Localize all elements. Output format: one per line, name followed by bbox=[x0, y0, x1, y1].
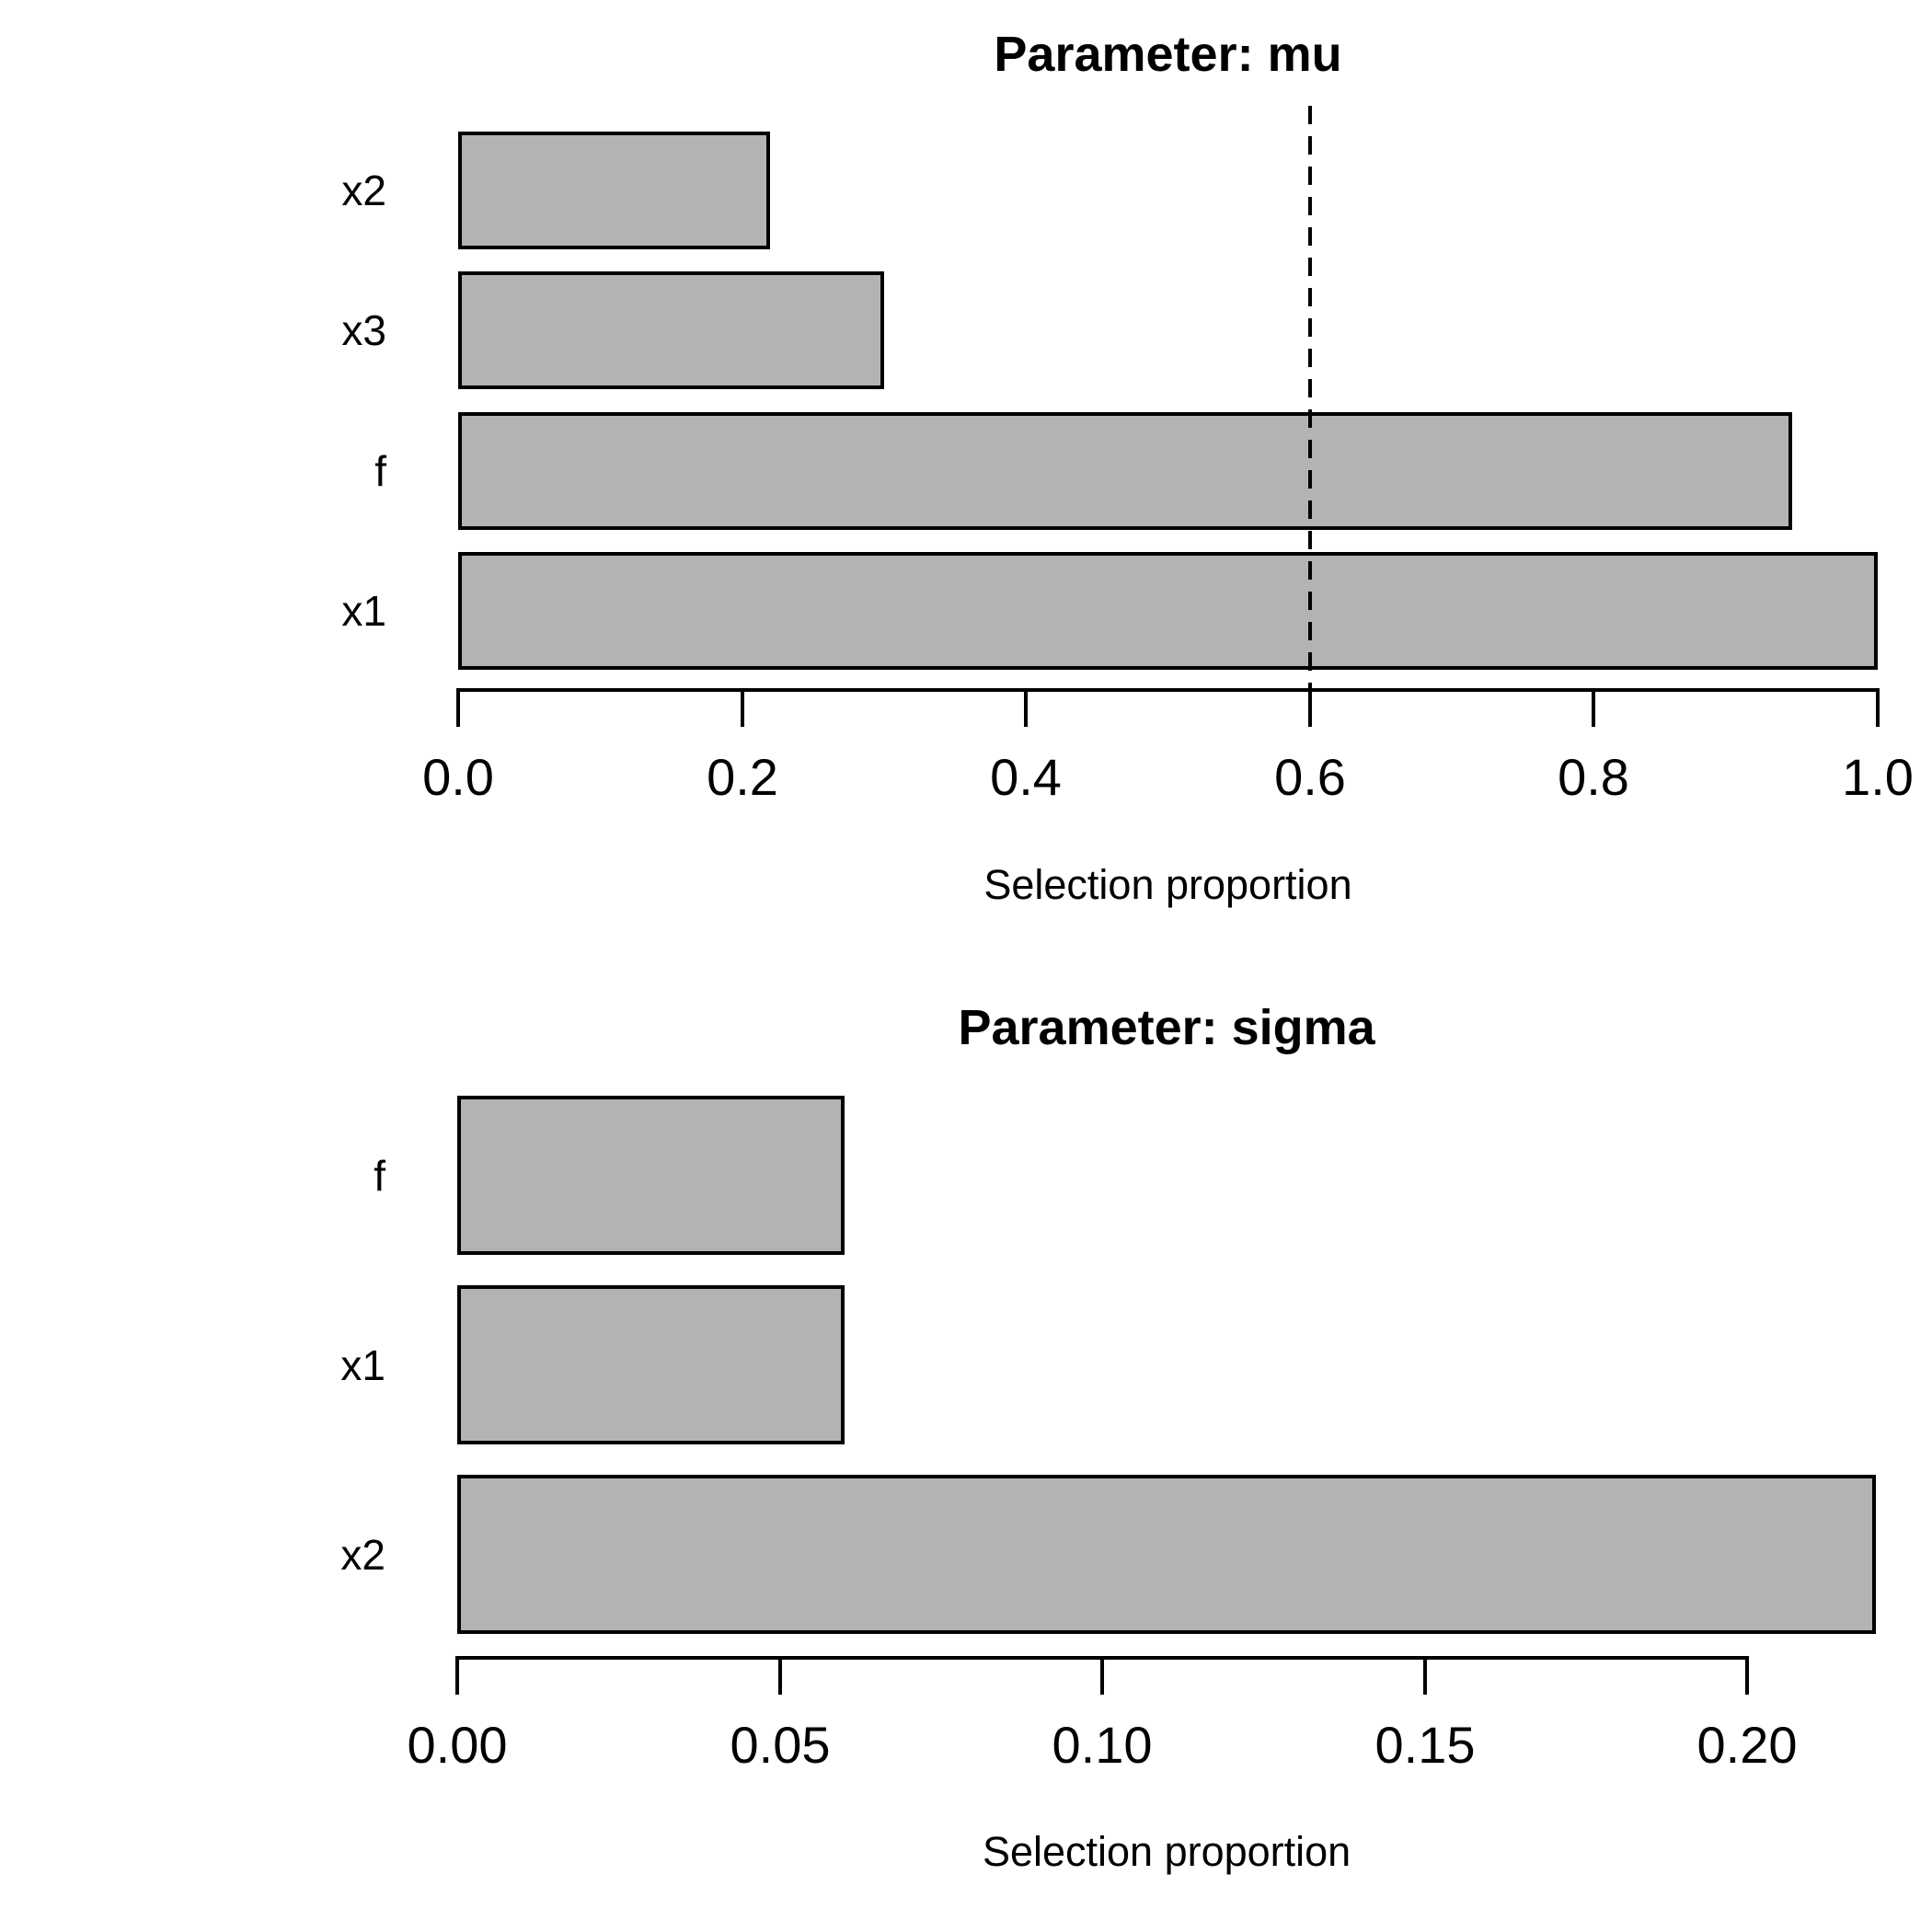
bar-label-x3: x3 bbox=[341, 306, 386, 354]
chart-title: Parameter: mu bbox=[994, 27, 1342, 82]
bar-x2 bbox=[458, 132, 770, 249]
x-axis-line bbox=[456, 688, 1880, 692]
bar-label-x1: x1 bbox=[340, 1340, 385, 1389]
bar-label-f: f bbox=[374, 1151, 385, 1200]
x-axis-tick-label: 0.0 bbox=[422, 748, 494, 806]
bar-x2 bbox=[457, 1475, 1876, 1634]
x-axis-tick bbox=[778, 1656, 782, 1695]
x-axis-tick bbox=[741, 688, 744, 727]
x-axis-tick-label: 0.2 bbox=[707, 748, 778, 806]
x-axis-tick bbox=[1592, 688, 1595, 727]
x-axis-tick bbox=[1100, 1656, 1104, 1695]
x-axis-tick bbox=[1423, 1656, 1427, 1695]
x-axis-tick bbox=[1024, 688, 1028, 727]
x-axis-tick-label: 0.6 bbox=[1274, 748, 1346, 806]
x-axis-title: Selection proportion bbox=[982, 1828, 1351, 1875]
x-axis-tick-label: 0.10 bbox=[1052, 1716, 1153, 1774]
x-axis-tick bbox=[455, 1656, 459, 1695]
bar-x1 bbox=[458, 552, 1878, 670]
x-axis-tick-label: 0.4 bbox=[990, 748, 1062, 806]
x-axis-title: Selection proportion bbox=[983, 861, 1352, 908]
x-axis-tick-label: 0.00 bbox=[407, 1716, 508, 1774]
x-axis-tick-label: 0.20 bbox=[1696, 1716, 1798, 1774]
bar-x3 bbox=[458, 271, 884, 389]
x-axis-tick bbox=[456, 688, 460, 727]
bar-label-x1: x1 bbox=[341, 587, 386, 635]
bar-f bbox=[457, 1096, 845, 1255]
x-axis-tick-label: 0.8 bbox=[1558, 748, 1629, 806]
reference-line-dashed bbox=[1308, 106, 1312, 688]
x-axis-tick bbox=[1745, 1656, 1749, 1695]
x-axis-tick-label: 0.15 bbox=[1374, 1716, 1476, 1774]
bar-x1 bbox=[457, 1285, 845, 1444]
bar-label-x2: x2 bbox=[341, 167, 386, 214]
bar-f bbox=[458, 412, 1792, 530]
chart-title: Parameter: sigma bbox=[958, 1000, 1375, 1055]
x-axis-tick bbox=[1876, 688, 1880, 727]
x-axis-tick-label: 1.0 bbox=[1842, 748, 1914, 806]
bar-label-f: f bbox=[374, 447, 386, 495]
x-axis-tick-label: 0.05 bbox=[730, 1716, 831, 1774]
x-axis-tick bbox=[1308, 688, 1312, 727]
bar-label-x2: x2 bbox=[340, 1530, 385, 1579]
